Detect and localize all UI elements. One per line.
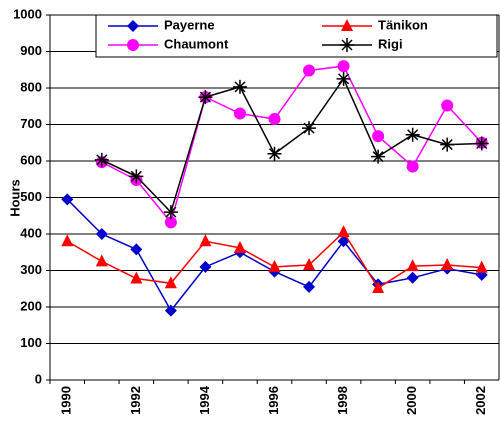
x-tick-label: 1998 xyxy=(335,386,350,415)
y-tick-label: 600 xyxy=(20,152,42,167)
point xyxy=(199,260,212,273)
point xyxy=(337,225,350,238)
point xyxy=(372,281,385,294)
legend-marker xyxy=(127,20,139,32)
legend-marker xyxy=(341,19,353,31)
y-tick-label: 100 xyxy=(20,335,42,350)
point xyxy=(130,271,143,284)
y-tick-label: 1000 xyxy=(13,6,42,21)
y-axis-label: Hours xyxy=(7,179,22,217)
point xyxy=(441,258,454,271)
y-tick-label: 900 xyxy=(20,43,42,58)
point xyxy=(267,146,282,161)
y-tick-label: 200 xyxy=(20,298,42,313)
series-line xyxy=(101,65,483,224)
legend-label: Rigi xyxy=(378,36,403,51)
point xyxy=(163,205,178,220)
legend-marker xyxy=(340,38,354,52)
point xyxy=(474,136,489,151)
legend-label: Tänikon xyxy=(378,17,428,32)
point xyxy=(268,259,281,272)
point xyxy=(406,160,419,173)
point xyxy=(129,169,144,184)
legend-label: Chaumont xyxy=(164,36,229,51)
y-tick-label: 0 xyxy=(35,371,42,386)
series-line xyxy=(101,77,482,214)
legend-box xyxy=(95,14,498,58)
legend-label: Payerne xyxy=(164,17,215,32)
x-tick-label: 1994 xyxy=(197,385,212,415)
x-tick-label: 2000 xyxy=(404,386,419,415)
point xyxy=(303,64,316,77)
point xyxy=(475,260,488,273)
point xyxy=(61,234,74,247)
point xyxy=(371,149,386,164)
point xyxy=(406,271,419,284)
y-tick-label: 700 xyxy=(20,116,42,131)
point xyxy=(337,60,350,73)
point xyxy=(95,254,108,267)
point xyxy=(198,90,213,105)
y-tick-label: 800 xyxy=(20,79,42,94)
point xyxy=(372,130,385,143)
point xyxy=(405,127,420,142)
point xyxy=(268,113,281,126)
point xyxy=(164,304,177,317)
point xyxy=(233,240,246,253)
point xyxy=(164,216,177,229)
point xyxy=(95,228,108,240)
point xyxy=(441,99,454,112)
point xyxy=(303,280,316,293)
point xyxy=(232,79,247,94)
legend-marker xyxy=(127,39,139,51)
point xyxy=(164,276,177,289)
series-line xyxy=(66,198,482,312)
point xyxy=(94,152,109,167)
y-tick-label: 400 xyxy=(20,225,42,240)
point xyxy=(440,137,455,152)
point xyxy=(199,234,212,247)
point xyxy=(406,259,419,272)
point xyxy=(336,71,351,86)
point xyxy=(233,107,246,120)
point xyxy=(302,121,317,136)
point xyxy=(303,258,316,271)
x-tick-label: 1996 xyxy=(266,386,281,415)
x-tick-label: 1990 xyxy=(59,386,74,415)
point xyxy=(130,243,143,256)
point xyxy=(61,193,74,206)
y-tick-label: 300 xyxy=(20,262,42,277)
x-tick-label: 1992 xyxy=(128,386,143,415)
y-tick-label: 500 xyxy=(20,189,42,204)
x-tick-label: 2002 xyxy=(473,386,488,415)
